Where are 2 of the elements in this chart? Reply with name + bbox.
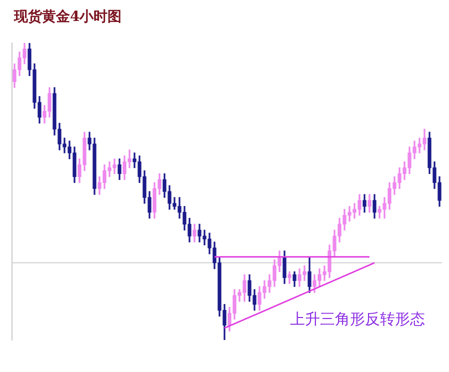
chart-title: 现货黄金4小时图 <box>14 8 122 26</box>
annotation: 上升三角形反转形态 <box>290 310 425 329</box>
